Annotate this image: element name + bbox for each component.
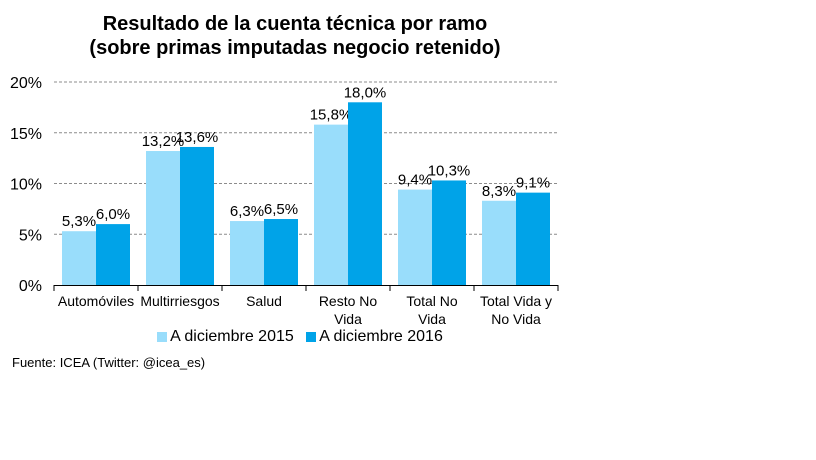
data-label: 6,5% xyxy=(264,201,298,218)
legend: A diciembre 2015 A diciembre 2016 xyxy=(0,328,600,347)
legend-item-2015: A diciembre 2015 xyxy=(157,328,294,346)
x-tick-label: Total No xyxy=(406,293,458,309)
bar-2016 xyxy=(96,224,130,285)
data-label: 8,3% xyxy=(482,183,516,200)
x-tick-label: Multirriesgos xyxy=(140,293,219,309)
bar-2016 xyxy=(264,219,298,285)
data-label: 9,4% xyxy=(398,172,432,189)
chart-subtitle: (sobre primas imputadas negocio retenido… xyxy=(89,37,501,59)
x-tick-label: Automóviles xyxy=(58,293,134,309)
data-label: 10,3% xyxy=(428,162,471,179)
y-tick-label: 15% xyxy=(10,126,42,143)
y-tick-label: 5% xyxy=(19,227,42,244)
legend-swatch-2015 xyxy=(157,332,168,342)
x-tick-label: No Vida xyxy=(491,311,541,327)
data-label: 6,3% xyxy=(230,203,264,220)
data-label: 5,3% xyxy=(62,213,96,230)
x-tick-label: Total Vida y xyxy=(480,293,552,309)
x-tick-label: Vida xyxy=(334,311,362,327)
x-tick-label: Vida xyxy=(418,311,446,327)
bar-2016 xyxy=(180,146,214,285)
legend-item-2016: A diciembre 2016 xyxy=(306,328,443,346)
data-label: 9,1% xyxy=(516,175,550,192)
chart-title: Resultado de la cuenta técnica por ramo xyxy=(102,13,488,35)
bar-2015 xyxy=(146,151,180,285)
x-tick-label: Salud xyxy=(246,293,282,309)
source-note: Fuente: ICEA (Twitter: @icea_es) xyxy=(12,355,206,370)
bar-2015 xyxy=(230,221,264,285)
y-tick-label: 10% xyxy=(10,177,42,194)
data-label: 18,0% xyxy=(344,84,387,101)
bar-2015 xyxy=(398,189,432,285)
bar-2016 xyxy=(516,192,550,285)
data-label: 15,8% xyxy=(310,107,353,124)
bar-2015 xyxy=(62,231,96,285)
bar-2015 xyxy=(314,124,348,285)
data-label: 13,2% xyxy=(142,133,185,150)
legend-label-2015: A diciembre 2015 xyxy=(170,328,294,345)
x-tick-label: Resto No xyxy=(319,293,378,309)
legend-swatch-2016 xyxy=(306,332,317,342)
y-tick-label: 0% xyxy=(19,278,42,295)
bar-2016 xyxy=(348,102,382,285)
data-label: 6,0% xyxy=(96,206,130,223)
bar-2016 xyxy=(432,180,466,285)
y-tick-label: 20% xyxy=(10,75,42,92)
data-label: 13,6% xyxy=(176,129,219,146)
legend-label-2016: A diciembre 2016 xyxy=(319,328,443,345)
bar-2015 xyxy=(482,200,516,285)
